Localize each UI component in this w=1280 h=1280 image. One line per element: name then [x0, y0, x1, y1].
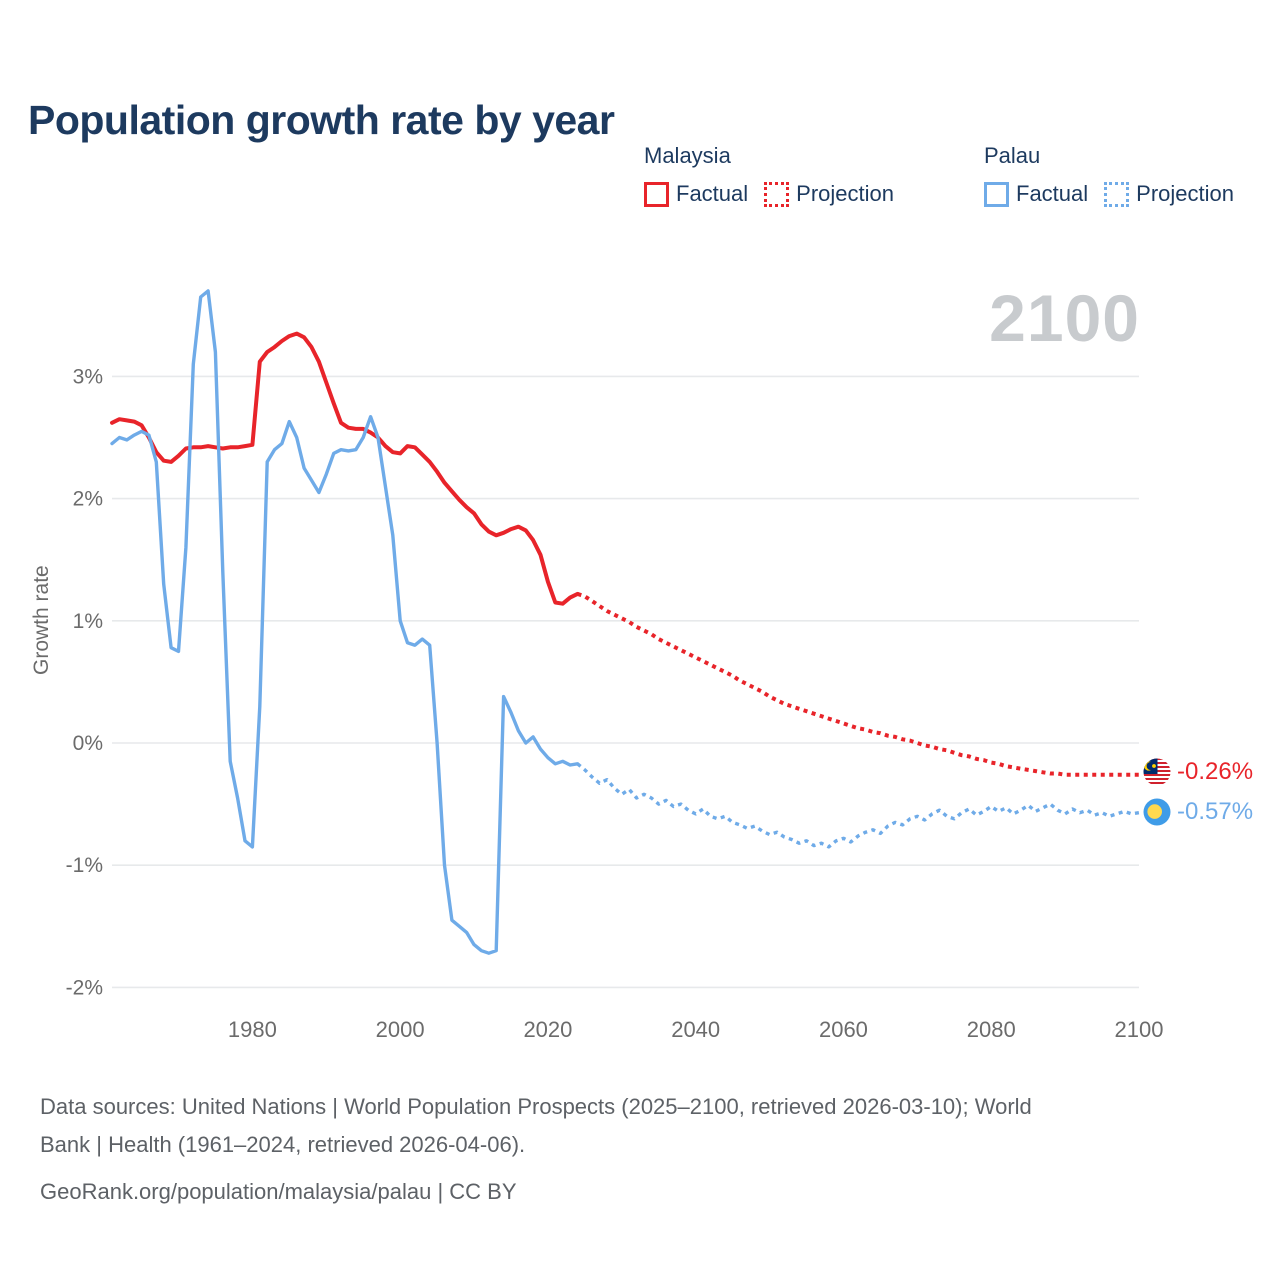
legend-group-palau: Palau Factual Projection: [984, 143, 1234, 207]
legend-series-title: Palau: [984, 143, 1041, 168]
x-tick-label: 2100: [1115, 1017, 1164, 1042]
x-tick-label: 1980: [228, 1017, 277, 1042]
sources-line-1: Data sources: United Nations | World Pop…: [40, 1094, 1032, 1119]
palau-projection-line: [576, 762, 1140, 849]
year-watermark: 2100: [989, 281, 1140, 355]
citation-line: GeoRank.org/population/malaysia/palau | …: [40, 1179, 517, 1204]
malaysia-end-value: -0.26%: [1177, 758, 1254, 785]
palau-factual-swatch-icon: [984, 181, 1009, 207]
sources-line-2: Bank | Health (1961–2024, retrieved 2026…: [40, 1132, 526, 1157]
legend-item-label: Projection: [796, 181, 894, 206]
growth-rate-chart[interactable]: 3% 2% 1% 0% -1% -2% 1980 2000 2020 2040 2060 2080 21…: [0, 0, 1280, 1070]
y-tick-label: 1%: [73, 610, 103, 633]
legend-item-palau-factual[interactable]: Factual: [984, 181, 1088, 207]
malaysia-projection-line: [576, 592, 1139, 777]
legend-item-label: Factual: [1016, 181, 1089, 206]
malaysia-flag-icon: [1143, 758, 1171, 786]
malaysia-factual-swatch-icon: [644, 181, 669, 207]
x-tick-label: 2060: [819, 1017, 868, 1042]
malaysia-projection-swatch-icon: [764, 181, 790, 207]
legend: Malaysia Factual Projection Palau Factua…: [644, 143, 1234, 207]
y-tick-label: -2%: [66, 976, 103, 999]
data-sources-footer: Data sources: United Nations | World Pop…: [40, 1088, 1230, 1211]
y-tick-label: 0%: [73, 732, 103, 755]
palau-projection-swatch-icon: [1104, 181, 1130, 207]
palau-end-value: -0.57%: [1177, 798, 1254, 825]
page-title: Population growth rate by year: [28, 97, 615, 144]
legend-item-label: Projection: [1136, 181, 1234, 206]
malaysia-end-label: -0.26%: [1143, 758, 1253, 786]
y-tick-label: 2%: [73, 488, 103, 511]
legend-item-malaysia-projection[interactable]: Projection: [764, 181, 894, 207]
legend-series-title: Malaysia: [644, 143, 731, 168]
y-tick-label: 3%: [73, 365, 103, 388]
legend-item-palau-projection[interactable]: Projection: [1104, 181, 1234, 207]
x-tick-label: 2020: [523, 1017, 572, 1042]
palau-factual-line: [110, 289, 580, 955]
x-tick-label: 2000: [376, 1017, 425, 1042]
palau-flag-icon: [1143, 798, 1171, 826]
y-tick-label: -1%: [66, 854, 103, 877]
x-tick-label: 2080: [967, 1017, 1016, 1042]
palau-end-label: -0.57%: [1143, 798, 1253, 826]
x-tick-label: 2040: [671, 1017, 720, 1042]
legend-item-label: Factual: [676, 181, 749, 206]
legend-group-malaysia: Malaysia Factual Projection: [644, 143, 894, 207]
malaysia-factual-line: [110, 331, 580, 606]
legend-item-malaysia-factual[interactable]: Factual: [644, 181, 748, 207]
